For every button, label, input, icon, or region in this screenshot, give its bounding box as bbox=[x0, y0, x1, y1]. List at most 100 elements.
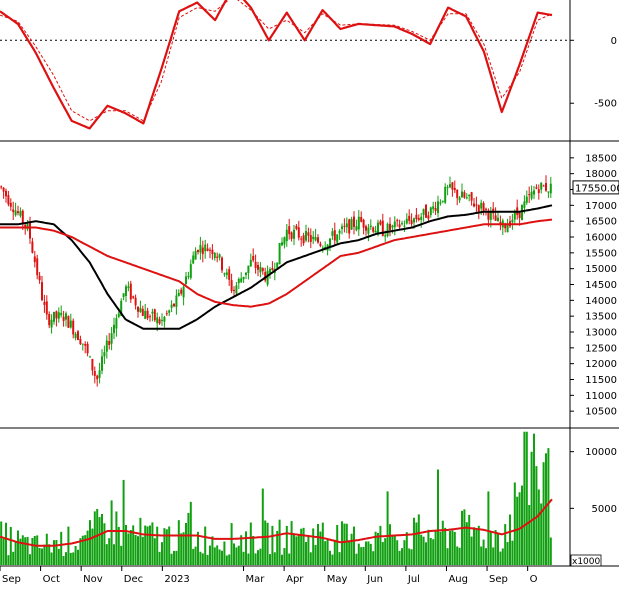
candle-body bbox=[506, 224, 509, 233]
candle-body bbox=[461, 191, 463, 198]
candle-body bbox=[453, 188, 456, 191]
candle-body bbox=[403, 225, 406, 227]
candle-body bbox=[321, 247, 324, 249]
candle-body bbox=[521, 205, 523, 221]
volume-ma-line bbox=[0, 498, 553, 547]
volume-bar bbox=[333, 539, 336, 565]
volume-bar bbox=[158, 551, 161, 565]
volume-bar bbox=[173, 550, 175, 565]
candle-body bbox=[314, 237, 317, 241]
candle-body bbox=[477, 205, 480, 212]
volume-bar bbox=[525, 431, 528, 565]
volume-bar bbox=[5, 522, 7, 565]
candle-body bbox=[125, 286, 127, 296]
y-tick-label: 13000 bbox=[585, 328, 617, 339]
candle-body bbox=[132, 296, 135, 298]
volume-bar bbox=[182, 532, 185, 565]
volume-bar bbox=[60, 531, 63, 565]
volume-bar bbox=[86, 530, 89, 565]
candle-body bbox=[81, 343, 84, 345]
volume-bar bbox=[444, 527, 447, 565]
candle-body bbox=[379, 221, 382, 225]
candle-body bbox=[345, 223, 348, 228]
volume-unit-tag: x1000 bbox=[570, 554, 602, 567]
candle-body bbox=[165, 313, 168, 315]
volume-bar bbox=[237, 545, 240, 565]
volume-bar bbox=[408, 548, 411, 565]
volume-bar bbox=[223, 541, 226, 565]
y-tick-label: 16000 bbox=[585, 233, 617, 244]
volume-bar bbox=[367, 541, 370, 565]
y-tick-label: 11000 bbox=[585, 391, 617, 402]
volume-bar bbox=[396, 540, 399, 565]
volume-bar bbox=[216, 545, 219, 565]
candle-body bbox=[249, 259, 252, 267]
volume-bar bbox=[497, 532, 499, 565]
volume-bar bbox=[434, 529, 437, 565]
y-tick-label: 13500 bbox=[585, 312, 617, 323]
volume-bar bbox=[357, 543, 360, 565]
volume-bar bbox=[110, 500, 113, 565]
candle-body bbox=[463, 192, 466, 198]
candle-body bbox=[161, 319, 163, 321]
candle-body bbox=[69, 320, 72, 328]
candle-body bbox=[21, 210, 24, 224]
candle-body bbox=[401, 223, 403, 225]
candle-body bbox=[444, 186, 447, 203]
volume-bar bbox=[523, 431, 526, 565]
candle-body bbox=[230, 280, 233, 291]
volume-bar bbox=[254, 553, 257, 565]
candle-body bbox=[2, 187, 5, 192]
candle-body bbox=[187, 275, 190, 277]
y-tick-label: 18500 bbox=[585, 153, 617, 164]
volume-bar bbox=[69, 552, 72, 565]
candle-body bbox=[396, 220, 399, 222]
volume-bar bbox=[108, 538, 111, 565]
x-tick-label: Aug bbox=[448, 574, 468, 585]
y-tick-label: 12000 bbox=[585, 359, 617, 370]
candle-body bbox=[497, 217, 499, 222]
volume-bar bbox=[547, 448, 550, 565]
volume-bar bbox=[446, 548, 449, 565]
volume-bar bbox=[300, 528, 303, 565]
volume-bar bbox=[439, 531, 442, 565]
volume-bar bbox=[321, 522, 324, 565]
candle-body bbox=[91, 359, 94, 371]
volume-bar bbox=[302, 527, 305, 565]
candle-body bbox=[547, 191, 550, 193]
volume-bar bbox=[2, 538, 5, 565]
volume-bar bbox=[470, 536, 473, 565]
candle-body bbox=[465, 197, 468, 199]
candle-body bbox=[67, 316, 70, 328]
volume-bar bbox=[401, 548, 403, 565]
candle-body bbox=[350, 218, 353, 230]
candle-body bbox=[473, 203, 475, 207]
candle-body bbox=[458, 197, 461, 201]
candle-body bbox=[511, 219, 514, 223]
candle-body bbox=[290, 232, 293, 239]
candle-body bbox=[185, 276, 187, 285]
candle-body bbox=[79, 339, 82, 345]
x-tick-label: Jul bbox=[407, 574, 420, 585]
candle-body bbox=[12, 209, 15, 213]
volume-bar bbox=[437, 469, 439, 565]
volume-bar bbox=[96, 508, 99, 565]
volume-bar bbox=[441, 520, 444, 565]
candle-body bbox=[384, 235, 387, 237]
price-panel: 1850018000175001700016500160001550015000… bbox=[0, 153, 617, 418]
candle-body bbox=[288, 226, 291, 235]
price-ma-black-line bbox=[0, 204, 553, 330]
candle-body bbox=[14, 210, 17, 216]
volume-bar bbox=[537, 489, 540, 565]
candle-body bbox=[549, 183, 552, 194]
candle-body bbox=[528, 194, 531, 196]
candle-body bbox=[175, 295, 178, 308]
volume-bar bbox=[81, 535, 84, 565]
volume-bar bbox=[365, 541, 367, 565]
volume-bar bbox=[336, 524, 339, 565]
volume-bar bbox=[101, 513, 103, 565]
volume-bar bbox=[137, 536, 139, 565]
candle-body bbox=[259, 266, 262, 273]
volume-bar bbox=[125, 524, 127, 565]
candle-body bbox=[113, 324, 115, 334]
